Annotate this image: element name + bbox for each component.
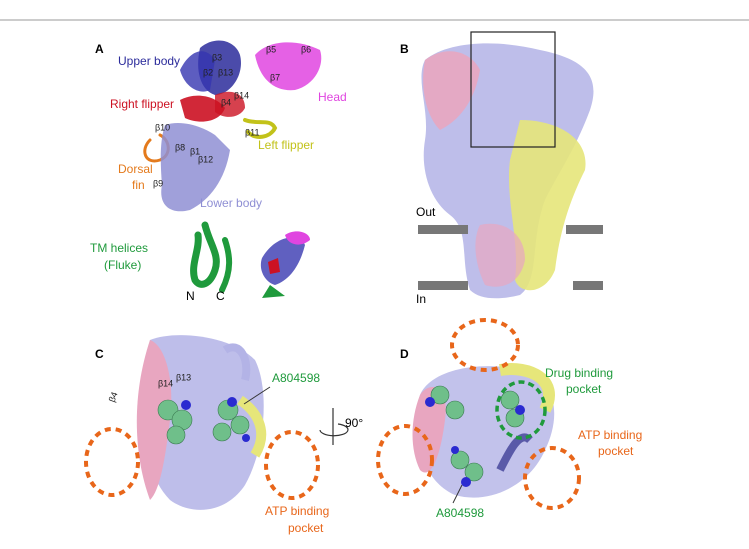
strand-label: β3 <box>212 52 222 62</box>
panel-label: D <box>400 347 409 361</box>
pocket-label: ATP binding <box>578 428 642 442</box>
panel-c-structure <box>84 335 349 510</box>
strand-label: β6 <box>301 44 311 54</box>
pocket-label: pocket <box>288 521 324 535</box>
panel-b-structure <box>418 31 603 299</box>
ligand-label: A804598 <box>272 371 320 385</box>
region-label: Left flipper <box>258 138 314 152</box>
strand-label: β2 <box>203 67 213 77</box>
panel-label: A <box>95 42 104 56</box>
panel-a-structure <box>143 40 322 298</box>
region-label: Upper body <box>118 54 180 68</box>
membrane-label: Out <box>416 205 436 219</box>
pocket-label: Drug binding <box>545 366 613 380</box>
membrane-label: In <box>416 292 426 306</box>
region-label: (Fluke) <box>104 258 141 272</box>
strand-label: β12 <box>198 154 213 164</box>
terminus-label: N <box>186 289 195 303</box>
region-label: Lower body <box>200 196 262 210</box>
pocket-label: pocket <box>598 444 634 458</box>
panel-d-structure <box>376 318 581 510</box>
strand-label: β1 <box>190 146 200 156</box>
strand-label: β11 <box>245 127 260 137</box>
strand-label: β9 <box>153 178 163 188</box>
rotation-label: 90° <box>345 416 363 430</box>
region-label: Head <box>318 90 347 104</box>
strand-label: β14 <box>234 90 249 100</box>
strand-label: β13 <box>218 67 233 77</box>
region-label: Right flipper <box>110 97 174 111</box>
strand-label: β14 <box>158 378 173 388</box>
pocket-label: pocket <box>566 382 602 396</box>
ligand-label: A804598 <box>436 506 484 520</box>
strand-label: β4 <box>107 391 120 404</box>
strand-label: β7 <box>270 72 280 82</box>
region-label: fin <box>132 178 145 192</box>
strand-label: β13 <box>176 372 191 382</box>
pocket-label: ATP binding <box>265 504 329 518</box>
region-label: TM helices <box>90 241 148 255</box>
strand-label: β5 <box>266 44 276 54</box>
strand-label: β8 <box>175 142 185 152</box>
strand-label: β10 <box>155 122 170 132</box>
region-label: Dorsal <box>118 162 153 176</box>
terminus-label: C <box>216 289 225 303</box>
panel-label: B <box>400 42 409 56</box>
panel-label: C <box>95 347 104 361</box>
strand-label: β4 <box>221 97 231 107</box>
